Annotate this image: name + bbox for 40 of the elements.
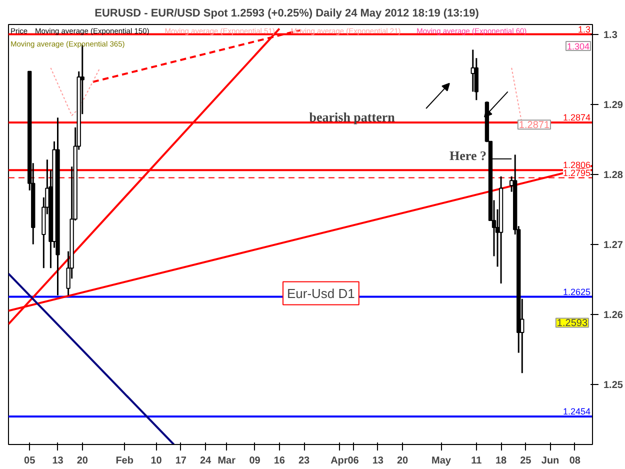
x-tick-label: 16 <box>274 456 286 466</box>
x-tick-label: 25 <box>520 456 532 466</box>
annotation: Eur-Usd D1 <box>286 286 355 301</box>
y-tick-label: 1.3 <box>604 30 618 41</box>
annotation: 1.2871 <box>518 120 550 132</box>
x-tick-label: 09 <box>249 456 261 466</box>
ref-line-label: 1.2625 <box>562 286 591 297</box>
x-tick-label: 20 <box>396 456 409 466</box>
chart-title: EURUSD - EUR/USD Spot 1.2593 (+0.25%) Daily 24 May 2012 18:19 (13:19) <box>94 8 480 20</box>
x-tick-label: Mar <box>218 456 236 466</box>
x-tick-label: Apr <box>330 456 348 466</box>
annotation: 1.304 <box>566 42 590 52</box>
ref-line-label: 1.2874 <box>562 112 591 122</box>
y-tick-label: 1.27 <box>604 240 624 251</box>
x-tick-label: 13 <box>52 456 64 466</box>
x-tick-label: 23 <box>298 456 310 466</box>
ref-line-label: 1.2795 <box>562 168 591 178</box>
x-tick-label: 11 <box>471 456 482 466</box>
x-tick-label: 13 <box>372 456 384 466</box>
x-tick-label: Feb <box>116 456 134 466</box>
annotation: Here ? <box>450 148 486 163</box>
ref-line-label: 1.2454 <box>562 406 591 416</box>
x-tick-label: 06 <box>348 456 360 466</box>
x-tick-label: May <box>431 456 452 466</box>
x-tick-label: 08 <box>569 456 581 466</box>
x-tick-label: 24 <box>200 456 212 466</box>
annotation: bearish pattern <box>309 109 396 124</box>
ref-line-label: 1.2806 <box>562 160 591 170</box>
x-tick-label: 05 <box>24 456 36 466</box>
x-tick-label: Jun <box>541 456 560 466</box>
annotation: 1.2593 <box>556 318 588 330</box>
x-tick-label: 17 <box>175 456 187 466</box>
y-tick-label: 1.25 <box>604 380 624 391</box>
y-tick-label: 1.29 <box>604 100 624 111</box>
x-tick-label: 18 <box>495 456 508 466</box>
ref-line-label: 1.3 <box>578 24 591 34</box>
y-tick-label: 1.26 <box>604 310 624 321</box>
x-tick-label: 20 <box>76 456 88 466</box>
y-tick-label: 1.28 <box>604 170 624 181</box>
x-tick-label: 10 <box>150 456 162 466</box>
